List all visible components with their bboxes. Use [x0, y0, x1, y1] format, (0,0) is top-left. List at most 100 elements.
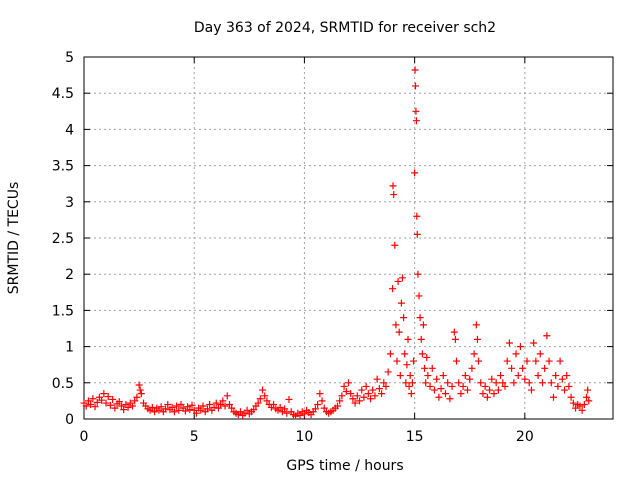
data-point	[563, 372, 571, 380]
data-point	[177, 401, 185, 409]
data-point	[136, 386, 144, 394]
data-point	[428, 364, 436, 372]
data-point	[466, 375, 474, 383]
x-tick-label: 5	[190, 429, 199, 445]
y-tick-label: 1.5	[52, 303, 74, 319]
data-point	[561, 386, 569, 394]
data-point	[477, 379, 485, 387]
data-point	[578, 406, 586, 414]
data-point	[137, 390, 145, 398]
data-point	[519, 364, 527, 372]
data-point	[199, 402, 207, 410]
data-point	[418, 350, 426, 358]
data-point	[389, 182, 397, 190]
data-point	[93, 398, 101, 406]
data-point	[400, 314, 408, 322]
data-point	[336, 397, 344, 405]
data-point	[212, 399, 220, 407]
data-point	[333, 402, 341, 410]
data-point	[192, 409, 200, 417]
data-point	[412, 117, 420, 125]
y-tick-label: 0	[65, 412, 74, 428]
data-point	[223, 392, 231, 400]
data-point	[362, 382, 370, 390]
data-point	[115, 398, 123, 406]
data-point	[340, 382, 348, 390]
data-point	[413, 212, 421, 220]
data-point	[426, 382, 434, 390]
data-point	[349, 395, 357, 403]
data-point	[417, 335, 425, 343]
y-tick-label: 5	[65, 50, 74, 66]
data-point	[219, 397, 227, 405]
data-point	[162, 405, 170, 413]
data-point	[576, 402, 584, 410]
data-point	[567, 393, 575, 401]
data-point	[120, 406, 128, 414]
data-point	[217, 401, 225, 409]
data-point	[210, 403, 218, 411]
data-point	[430, 386, 438, 394]
data-point	[497, 372, 505, 380]
data-point	[283, 409, 291, 417]
data-point	[133, 393, 141, 401]
data-point	[501, 382, 509, 390]
data-point	[558, 375, 566, 383]
data-point	[472, 321, 480, 329]
data-point	[437, 385, 445, 393]
data-point	[499, 379, 507, 387]
x-tick-label: 0	[80, 429, 89, 445]
data-point	[168, 403, 176, 411]
data-point	[124, 403, 132, 411]
data-point	[450, 328, 458, 336]
data-point	[358, 386, 366, 394]
y-tick-label: 0.5	[52, 376, 74, 392]
data-point	[175, 406, 183, 414]
data-point	[396, 372, 404, 380]
data-point	[415, 292, 423, 300]
data-point	[547, 379, 555, 387]
data-point	[411, 66, 419, 74]
x-tick-label: 10	[296, 429, 314, 445]
data-point	[389, 285, 397, 293]
data-point	[155, 406, 163, 414]
data-point	[351, 399, 359, 407]
data-point	[569, 399, 577, 407]
data-point	[490, 390, 498, 398]
y-tick-label: 3.5	[52, 159, 74, 175]
data-point	[446, 395, 454, 403]
data-point	[254, 399, 262, 407]
data-point	[538, 379, 546, 387]
data-point	[281, 405, 289, 413]
data-point	[412, 107, 420, 115]
x-axis-label: GPS time / hours	[286, 458, 403, 474]
data-point	[412, 82, 420, 90]
data-point	[407, 390, 415, 398]
data-point	[543, 332, 551, 340]
data-point	[135, 381, 143, 389]
data-point	[448, 382, 456, 390]
data-point	[468, 364, 476, 372]
data-point	[534, 372, 542, 380]
data-point	[481, 382, 489, 390]
data-point	[416, 314, 424, 322]
data-point	[243, 406, 251, 414]
data-point	[488, 375, 496, 383]
data-point	[318, 397, 326, 405]
data-point	[296, 411, 304, 419]
data-point	[402, 379, 410, 387]
data-point	[84, 397, 92, 405]
data-point	[259, 386, 267, 394]
data-point	[464, 386, 472, 394]
data-point	[106, 401, 114, 409]
data-point	[148, 403, 156, 411]
data-point	[461, 372, 469, 380]
data-point	[492, 379, 500, 387]
data-point	[457, 390, 465, 398]
data-point	[250, 406, 258, 414]
data-point	[479, 390, 487, 398]
data-point	[98, 396, 106, 404]
data-point	[541, 364, 549, 372]
data-point	[102, 399, 110, 407]
data-point	[584, 386, 592, 394]
